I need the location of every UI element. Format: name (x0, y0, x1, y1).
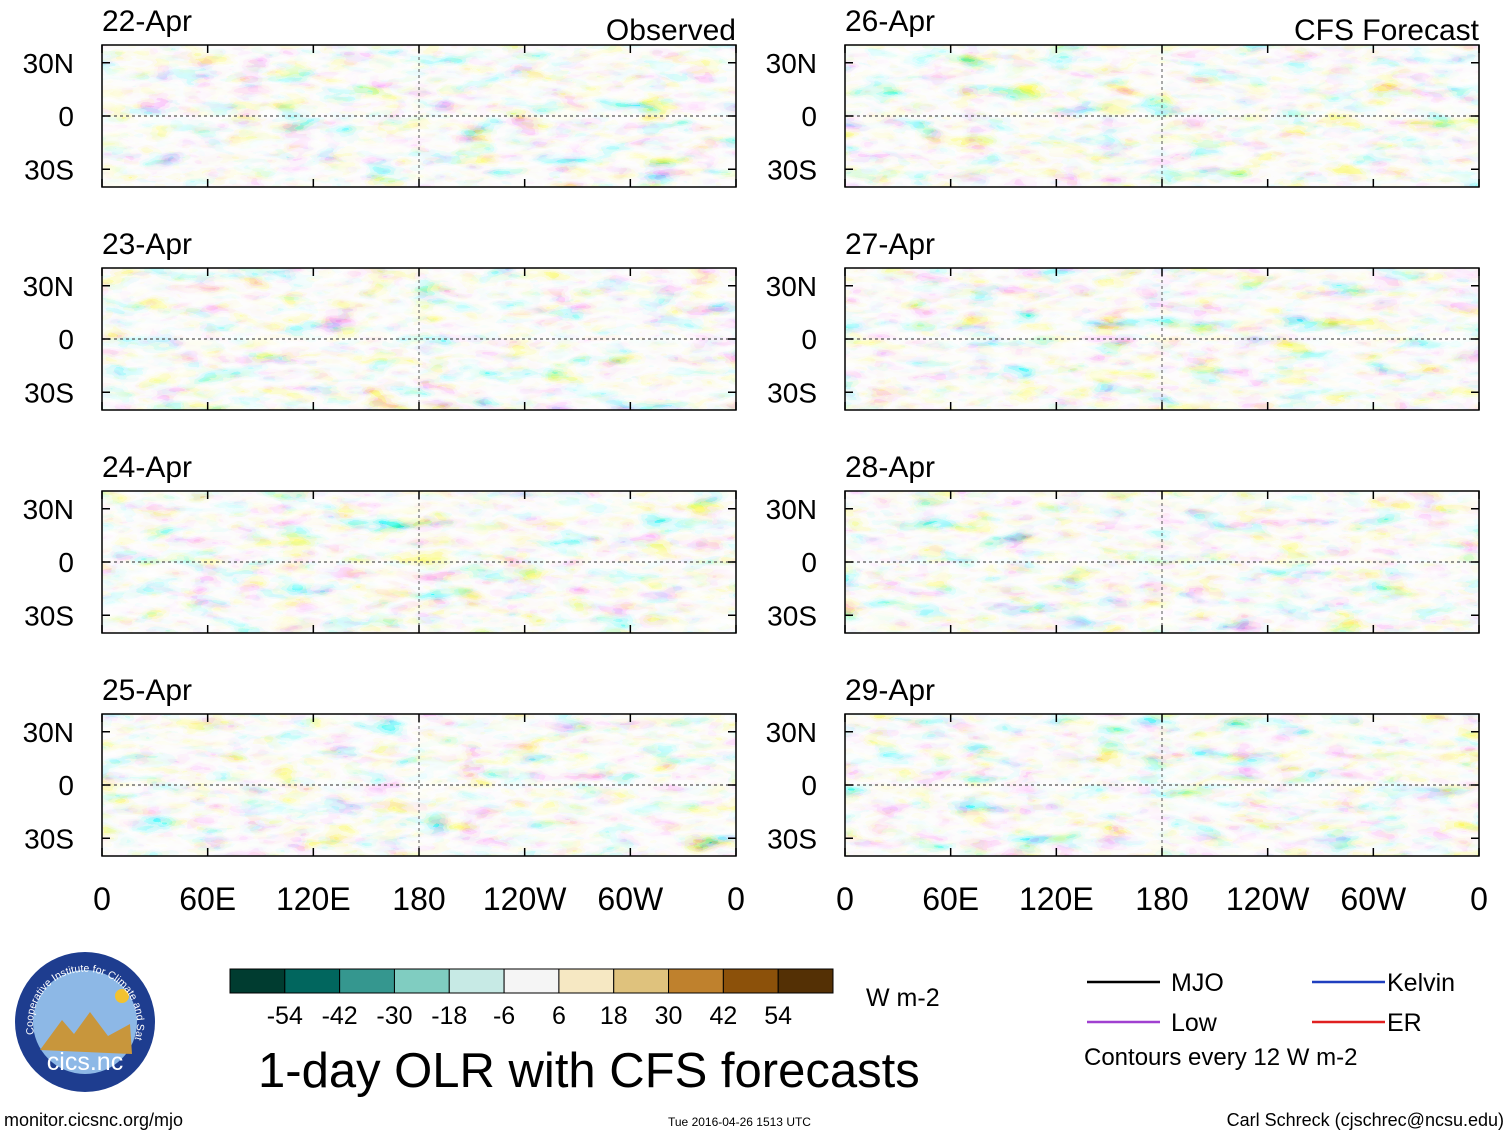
y-tick-label: 30N (766, 717, 817, 748)
panel-date: 29-Apr (845, 674, 935, 707)
y-tick-label: 0 (801, 547, 817, 578)
footer-author[interactable]: Carl Schreck (cjschrec@ncsu.edu) (1226, 1110, 1504, 1130)
logo-name: cics.nc (47, 1048, 123, 1076)
y-tick-label: 30S (767, 823, 817, 854)
x-tick-label: 60E (179, 881, 236, 917)
y-tick-label: 0 (58, 324, 74, 355)
column-title-observed: Observed (606, 14, 736, 47)
colorbar-swatch (558, 968, 615, 994)
x-tick-label: 0 (93, 881, 111, 917)
map-panel-27-apr: 30N 0 30S 27-Apr (766, 228, 1480, 411)
cics-logo: Cooperative Institute for Climate and Sa… (10, 950, 155, 1092)
y-tick-label: 30N (23, 717, 74, 748)
legend: MJO Kelvin Low ER (1087, 969, 1455, 1037)
map-panel-23-apr: 30N 0 30S 23-Apr (23, 228, 737, 411)
x-tick-label: 120E (1019, 881, 1094, 917)
y-tick-label: 30S (24, 154, 74, 185)
legend-label-low: Low (1171, 1009, 1218, 1037)
panel-date: 23-Apr (102, 228, 192, 261)
x-tick-label: 0 (1470, 881, 1488, 917)
colorbar-tick-label: 42 (709, 1002, 737, 1030)
colorbar-tick-label: 6 (552, 1002, 566, 1030)
y-tick-label: 0 (801, 101, 817, 132)
y-tick-label: 0 (58, 101, 74, 132)
y-tick-label: 30N (23, 494, 74, 525)
x-tick-label: 180 (392, 881, 445, 917)
panel-date: 22-Apr (102, 5, 192, 38)
panel-date: 26-Apr (845, 5, 935, 38)
mountain-icon (40, 1012, 132, 1054)
legend-label-kelvin: Kelvin (1387, 969, 1455, 997)
y-tick-label: 30S (24, 600, 74, 631)
x-tick-label: 120E (276, 881, 351, 917)
x-tick-label: 60W (1340, 881, 1407, 917)
sun-icon (115, 989, 129, 1003)
y-tick-label: 0 (801, 770, 817, 801)
footer-timestamp: Tue 2016-04-26 1513 UTC (668, 1115, 811, 1129)
x-tick-label: 60E (922, 881, 979, 917)
colorbar-tick-label: -30 (376, 1002, 412, 1030)
y-tick-label: 0 (58, 547, 74, 578)
colorbar-swatch (229, 968, 286, 994)
colorbar-tick-label: -18 (431, 1002, 467, 1030)
panel-date: 24-Apr (102, 451, 192, 484)
y-tick-label: 0 (58, 770, 74, 801)
y-tick-label: 30N (23, 48, 74, 79)
x-tick-label: 120W (483, 881, 567, 917)
column-title-forecast: CFS Forecast (1294, 14, 1480, 47)
y-tick-label: 30N (766, 48, 817, 79)
y-tick-label: 30S (24, 823, 74, 854)
colorbar-tick-label: 54 (764, 1002, 792, 1030)
colorbar-swatch (777, 968, 834, 994)
footer-url[interactable]: monitor.cicsnc.org/mjo (4, 1110, 184, 1130)
y-tick-label: 30S (767, 154, 817, 185)
colorbar-swatch (284, 968, 341, 994)
colorbar-swatch (339, 968, 395, 994)
y-tick-label: 30S (767, 600, 817, 631)
y-tick-label: 0 (801, 324, 817, 355)
colorbar: -54 -42 -30 -18 -6 6 18 30 42 54 (229, 968, 834, 1030)
map-panel-28-apr: 30N 0 30S 28-Apr (766, 451, 1480, 634)
legend-label-er: ER (1387, 1009, 1422, 1037)
y-tick-label: 30S (767, 377, 817, 408)
panel-date: 28-Apr (845, 451, 935, 484)
map-panel-24-apr: 30N 0 30S 24-Apr (23, 451, 737, 634)
colorbar-swatch (393, 968, 450, 994)
y-tick-label: 30S (24, 377, 74, 408)
colorbar-unit: W m-2 (866, 984, 940, 1012)
colorbar-tick-label: -6 (493, 1002, 515, 1030)
y-tick-label: 30N (766, 494, 817, 525)
map-panel-26-apr: 30N 0 30S 26-Apr CFS Forecast (766, 5, 1480, 188)
colorbar-swatch (613, 968, 670, 994)
y-tick-label: 30N (766, 271, 817, 302)
colorbar-swatch (722, 968, 779, 994)
colorbar-swatch (503, 968, 560, 994)
contour-note: Contours every 12 W m-2 (1084, 1044, 1358, 1071)
x-tick-label: 180 (1135, 881, 1188, 917)
colorbar-tick-label: -42 (322, 1002, 358, 1030)
colorbar-tick-label: 30 (655, 1002, 683, 1030)
x-tick-label: 0 (727, 881, 745, 917)
x-tick-label: 60W (597, 881, 664, 917)
colorbar-swatch (668, 968, 724, 994)
map-panel-22-apr: 30N 0 30S 22-Apr Observed (23, 5, 737, 188)
map-panel-25-apr: 30N 0 30S 25-Apr 0 60E 120E 180 120W 60W 0 (23, 674, 745, 917)
colorbar-swatch (448, 968, 505, 994)
map-panel-29-apr: 30N 0 30S 29-Apr 0 60E 120E 180 120W 60W 0 (766, 674, 1488, 917)
y-tick-label: 30N (23, 271, 74, 302)
panel-date: 27-Apr (845, 228, 935, 261)
x-tick-label: 120W (1226, 881, 1310, 917)
legend-label-mjo: MJO (1171, 969, 1224, 997)
main-title: 1-day OLR with CFS forecasts (258, 1044, 920, 1098)
colorbar-tick-label: 18 (600, 1002, 628, 1030)
colorbar-tick-label: -54 (267, 1002, 303, 1030)
panel-date: 25-Apr (102, 674, 192, 707)
x-tick-label: 0 (836, 881, 854, 917)
